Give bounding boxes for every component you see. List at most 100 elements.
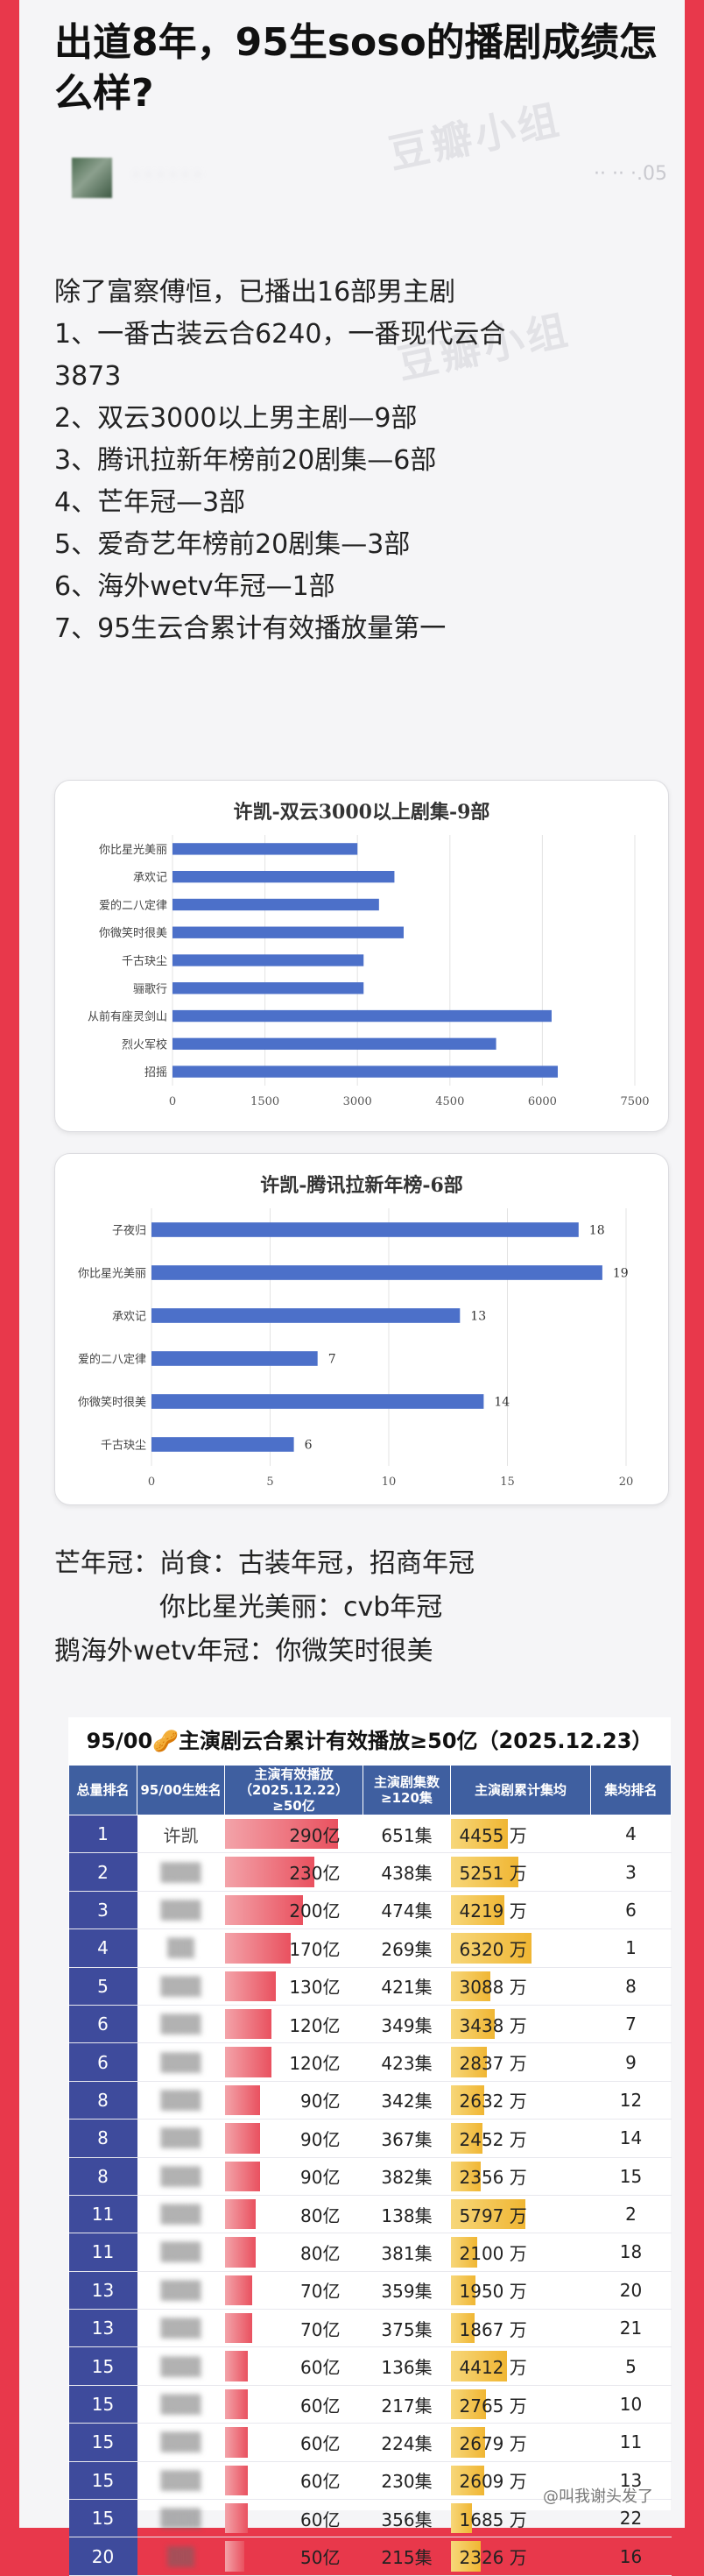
crown-text: 芒年冠：尚食：古装年冠，招商年冠 你比星光美丽：cvb年冠 鹅海外wetv年冠：… xyxy=(54,1542,685,1674)
plays-cell: 130亿 xyxy=(224,1967,363,2006)
plays-cell: 80亿 xyxy=(224,2195,363,2234)
episodes-cell: 381集 xyxy=(363,2233,451,2272)
plays-value: 50亿 xyxy=(300,2547,341,2569)
table-row: 15 ▒▒▒ 60亿 230集 2609 万 13 xyxy=(68,2461,672,2501)
bar xyxy=(151,1222,579,1237)
chart-shuangyun[interactable]: 许凯-双云3000以上剧集-9部 0 1500 3000 4500 6000 7500 你比… xyxy=(54,780,669,1132)
table-header-row: 总量排名 95/00生姓名 主演有效播放（2025.12.22）≥50亿 主演剧… xyxy=(68,1765,672,1815)
ranking-table-image[interactable]: 95/00🥜主演剧云合累计有效播放≥50亿（2025.12.23） 总量排名 9… xyxy=(68,1717,672,2576)
category-label: 招摇 xyxy=(144,1066,167,1079)
avg-rank-cell: 9 xyxy=(590,2042,672,2082)
name-cell: ▒▒▒ xyxy=(137,1852,225,1892)
plays-cell: 60亿 xyxy=(224,2461,363,2501)
x-tick-label: 7500 xyxy=(620,1095,649,1108)
post-card: 出道8年，95生soso的播剧成绩怎么样? · · · · · · ·· ·· … xyxy=(19,0,685,2576)
table-row: 8 ▒▒▒ 90亿 382集 2356 万 15 xyxy=(68,2157,672,2196)
episodes-cell: 651集 xyxy=(363,1815,451,1854)
bar xyxy=(172,926,404,938)
data-label: 18 xyxy=(589,1224,605,1238)
average-cell: 4455 万 xyxy=(450,1815,591,1854)
category-label: 你微笑时很美 xyxy=(78,1396,146,1410)
chart-title: 许凯-腾讯拉新年榜-6部 xyxy=(260,1174,463,1197)
name-cell: 许凯 xyxy=(137,1815,225,1854)
average-bar xyxy=(450,2351,508,2381)
plays-value: 200亿 xyxy=(289,1900,341,1922)
episodes-cell: 421集 xyxy=(363,1967,451,2006)
average-value: 2609 万 xyxy=(459,2471,527,2493)
plays-cell: 80亿 xyxy=(224,2233,363,2272)
rank-cell: 15 xyxy=(68,2423,137,2462)
table-row: 15 ▒▒▒ 60亿 224集 2679 万 11 xyxy=(68,2423,672,2462)
body-line: 2、双云3000以上男主剧—9部 xyxy=(54,403,418,434)
plays-cell: 60亿 xyxy=(224,2423,363,2462)
data-label: 19 xyxy=(613,1267,629,1281)
average-bar xyxy=(450,2465,484,2496)
episodes-cell: 136集 xyxy=(363,2346,451,2386)
episodes-cell: 367集 xyxy=(363,2119,451,2158)
avatar[interactable] xyxy=(72,158,112,198)
average-cell: 2632 万 xyxy=(450,2081,591,2120)
category-label: 千古玦尘 xyxy=(122,955,167,968)
average-cell: 2452 万 xyxy=(450,2119,591,2158)
avg-rank-cell: 14 xyxy=(590,2119,672,2158)
author-name[interactable]: · · · · · · xyxy=(133,165,201,187)
name-cell: ▒▒▒ xyxy=(137,2157,225,2196)
average-bar xyxy=(450,2008,495,2040)
rank-cell: 3 xyxy=(68,1891,137,1930)
average-value: 2326 万 xyxy=(459,2547,527,2569)
x-tick-label: 1500 xyxy=(250,1095,279,1108)
average-bar xyxy=(450,2237,478,2268)
plays-value: 60亿 xyxy=(300,2471,341,2493)
plays-bar xyxy=(224,2351,249,2381)
data-label: 14 xyxy=(494,1396,510,1410)
avg-rank-cell: 18 xyxy=(590,2233,672,2272)
episodes-cell: 359集 xyxy=(363,2271,451,2311)
chart-tencent[interactable]: 许凯-腾讯拉新年榜-6部 0 5 10 15 20 子夜归 18 你比星光美丽 19 承欢记 13 爱… xyxy=(54,1153,669,1505)
average-cell: 2837 万 xyxy=(450,2042,591,2082)
col-header: 集均排名 xyxy=(590,1765,672,1815)
name-cell: ▒▒▒ xyxy=(137,2042,225,2082)
col-header: 主演有效播放（2025.12.22）≥50亿 xyxy=(224,1765,363,1815)
plays-cell: 290亿 xyxy=(224,1815,363,1854)
avg-rank-cell: 11 xyxy=(590,2423,672,2462)
average-cell: 3088 万 xyxy=(450,1967,591,2006)
plays-value: 90亿 xyxy=(300,2091,341,2112)
average-bar xyxy=(450,2388,487,2420)
category-label: 烈火军校 xyxy=(122,1037,167,1051)
plays-value: 60亿 xyxy=(300,2395,341,2417)
ranking-table: 总量排名 95/00生姓名 主演有效播放（2025.12.22）≥50亿 主演剧… xyxy=(68,1765,672,2576)
average-value: 4219 万 xyxy=(459,1900,527,1922)
chart2-plot: 0 5 10 15 20 子夜归 18 你比星光美丽 19 承欢记 13 爱的二八定律 7 你微笑时很美 1… xyxy=(78,1208,633,1489)
plays-value: 60亿 xyxy=(300,2509,341,2530)
name-cell: ▒▒▒ xyxy=(137,2271,225,2311)
col-header: 95/00生姓名 xyxy=(137,1765,225,1815)
table-row: 6 ▒▒▒ 120亿 423集 2837 万 9 xyxy=(68,2042,672,2082)
category-label: 你比星光美丽 xyxy=(99,844,167,857)
average-bar xyxy=(450,2084,485,2116)
crown-line: 芒年冠：尚食：古装年冠，招商年冠 xyxy=(54,1548,475,1579)
plays-bar xyxy=(224,2161,260,2191)
x-tick-label: 0 xyxy=(148,1476,155,1489)
plays-bar xyxy=(224,1933,292,1964)
table-row: 11 ▒▒▒ 80亿 138集 5797 万 2 xyxy=(68,2195,672,2234)
rank-cell: 1 xyxy=(68,1815,137,1854)
rank-cell: 2 xyxy=(68,1852,137,1892)
avg-rank-cell: 4 xyxy=(590,1815,672,1854)
average-cell: 1950 万 xyxy=(450,2271,591,2311)
category-label: 爱的二八定律 xyxy=(78,1353,146,1367)
plays-bar xyxy=(224,2388,249,2420)
plays-cell: 50亿 xyxy=(224,2537,363,2576)
table-row: 8 ▒▒▒ 90亿 342集 2632 万 12 xyxy=(68,2081,672,2120)
average-cell: 5251 万 xyxy=(450,1852,591,1892)
plays-bar xyxy=(224,1971,276,2001)
rank-cell: 6 xyxy=(68,2042,137,2082)
avg-rank-cell: 1 xyxy=(590,1928,672,1968)
plays-bar xyxy=(224,2008,272,2040)
plays-cell: 70亿 xyxy=(224,2271,363,2311)
rank-cell: 11 xyxy=(68,2233,137,2272)
name-cell: ▒▒▒ xyxy=(137,2119,225,2158)
average-cell: 5797 万 xyxy=(450,2195,591,2234)
plays-cell: 120亿 xyxy=(224,2042,363,2082)
average-cell: 6320 万 xyxy=(450,1928,591,1968)
category-label: 从前有座灵剑山 xyxy=(88,1010,167,1024)
